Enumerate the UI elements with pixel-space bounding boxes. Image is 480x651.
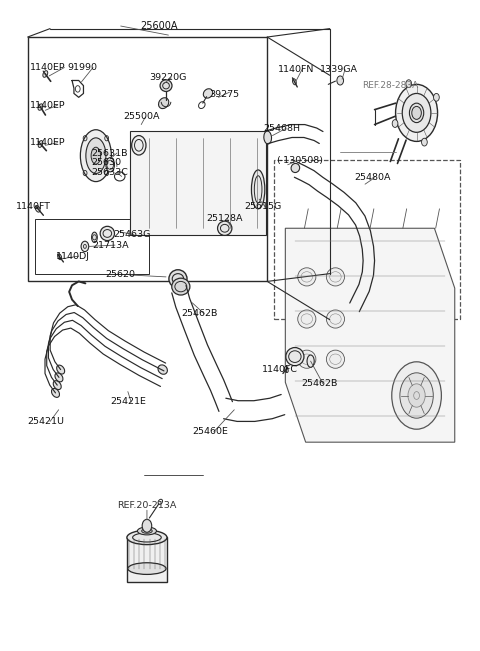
- Ellipse shape: [158, 98, 169, 109]
- Text: 25600A: 25600A: [140, 21, 178, 31]
- Ellipse shape: [55, 373, 63, 382]
- Ellipse shape: [158, 365, 168, 374]
- Text: 25631B: 25631B: [91, 148, 128, 158]
- Text: 25421U: 25421U: [28, 417, 65, 426]
- Text: 25463G: 25463G: [114, 230, 151, 240]
- Ellipse shape: [92, 232, 97, 243]
- Text: 25620: 25620: [106, 270, 135, 279]
- Circle shape: [406, 80, 412, 87]
- Circle shape: [412, 106, 421, 119]
- Circle shape: [142, 519, 152, 533]
- Text: 1140EP: 1140EP: [30, 63, 66, 72]
- Text: 39275: 39275: [209, 90, 239, 98]
- Ellipse shape: [100, 227, 115, 241]
- Circle shape: [433, 94, 439, 101]
- Ellipse shape: [172, 278, 190, 295]
- Ellipse shape: [137, 527, 156, 535]
- Ellipse shape: [53, 381, 61, 389]
- Ellipse shape: [349, 303, 360, 316]
- Text: REF.28-283A: REF.28-283A: [362, 81, 418, 90]
- Ellipse shape: [326, 268, 345, 286]
- Circle shape: [400, 373, 433, 418]
- Ellipse shape: [127, 531, 167, 545]
- Ellipse shape: [169, 270, 187, 288]
- Text: 21713A: 21713A: [92, 241, 129, 249]
- Bar: [275, 160, 459, 319]
- Text: 25633C: 25633C: [91, 168, 128, 177]
- Ellipse shape: [132, 135, 146, 155]
- Ellipse shape: [264, 131, 272, 144]
- Ellipse shape: [86, 138, 106, 174]
- Ellipse shape: [160, 80, 172, 92]
- Text: 25468H: 25468H: [263, 124, 300, 133]
- Bar: [35, 219, 149, 273]
- Text: 25462B: 25462B: [182, 309, 218, 318]
- Ellipse shape: [326, 310, 345, 328]
- Ellipse shape: [58, 254, 61, 260]
- Text: 25460E: 25460E: [192, 427, 228, 436]
- Ellipse shape: [217, 221, 232, 236]
- Ellipse shape: [80, 130, 111, 182]
- Ellipse shape: [291, 163, 300, 173]
- Ellipse shape: [106, 158, 115, 172]
- Ellipse shape: [204, 89, 213, 98]
- Circle shape: [421, 138, 427, 146]
- Polygon shape: [285, 229, 455, 442]
- Text: 25630: 25630: [91, 158, 121, 167]
- Text: 25500A: 25500A: [123, 112, 159, 121]
- Text: 25615G: 25615G: [244, 202, 281, 212]
- Ellipse shape: [38, 141, 43, 147]
- Ellipse shape: [57, 365, 65, 374]
- Text: 25462B: 25462B: [301, 380, 337, 389]
- Bar: [127, 538, 167, 581]
- Ellipse shape: [409, 103, 424, 122]
- Text: 1140DJ: 1140DJ: [56, 252, 90, 260]
- Text: 1140EP: 1140EP: [30, 101, 66, 109]
- Text: 25421E: 25421E: [110, 398, 146, 406]
- Ellipse shape: [284, 367, 288, 372]
- Circle shape: [392, 120, 398, 128]
- Text: 1140FT: 1140FT: [16, 202, 51, 212]
- Ellipse shape: [252, 170, 265, 209]
- Text: 91990: 91990: [67, 63, 97, 72]
- Ellipse shape: [91, 147, 101, 164]
- Bar: [28, 37, 267, 281]
- Ellipse shape: [51, 389, 60, 397]
- Circle shape: [81, 242, 89, 251]
- Ellipse shape: [128, 562, 166, 574]
- Ellipse shape: [43, 71, 48, 77]
- Ellipse shape: [307, 355, 314, 367]
- Circle shape: [408, 384, 425, 407]
- Ellipse shape: [286, 348, 304, 366]
- Text: 1339GA: 1339GA: [320, 65, 358, 74]
- Ellipse shape: [35, 206, 40, 212]
- Polygon shape: [130, 131, 266, 235]
- Ellipse shape: [298, 350, 316, 368]
- Text: 39220G: 39220G: [149, 74, 187, 83]
- Ellipse shape: [298, 310, 316, 328]
- Text: 1140FN: 1140FN: [278, 65, 314, 74]
- Ellipse shape: [326, 350, 345, 368]
- Ellipse shape: [298, 268, 316, 286]
- Ellipse shape: [402, 94, 431, 132]
- Ellipse shape: [38, 104, 43, 110]
- Text: 1140EP: 1140EP: [30, 138, 66, 147]
- Circle shape: [337, 76, 344, 85]
- Text: 25128A: 25128A: [206, 214, 243, 223]
- Text: REF.20-213A: REF.20-213A: [117, 501, 177, 510]
- Ellipse shape: [396, 85, 438, 141]
- Ellipse shape: [292, 79, 296, 85]
- Text: 1140FC: 1140FC: [262, 365, 298, 374]
- Text: (-130508): (-130508): [276, 156, 323, 165]
- Circle shape: [392, 362, 442, 429]
- Text: 25480A: 25480A: [355, 173, 391, 182]
